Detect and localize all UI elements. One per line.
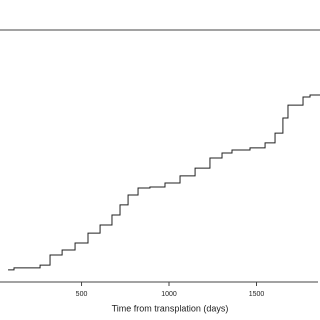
- x-axis-label: Time from transplation (days): [112, 303, 229, 313]
- step-line: [8, 94, 320, 271]
- x-tick-label: 500: [76, 291, 88, 298]
- x-tick-label: 1000: [161, 291, 177, 298]
- x-tick-label: 1500: [249, 291, 265, 298]
